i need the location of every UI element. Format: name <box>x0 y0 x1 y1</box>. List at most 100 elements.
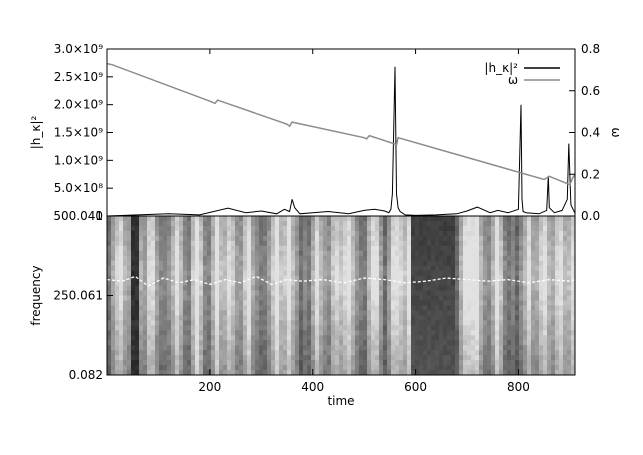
heatmap-cell <box>147 250 152 257</box>
heatmap-cell <box>499 330 504 336</box>
heatmap-cell <box>411 330 416 336</box>
heatmap-cell <box>135 290 140 296</box>
heatmap-cell <box>471 310 476 316</box>
heatmap-cell <box>287 295 292 301</box>
heatmap-cell <box>571 225 576 232</box>
heatmap-cell <box>283 330 288 336</box>
heatmap-cell <box>199 305 204 311</box>
heatmap-cell <box>207 355 212 361</box>
heatmap-cell <box>495 360 500 366</box>
heatmap-cell <box>487 225 492 232</box>
heatmap-cell <box>487 370 492 376</box>
heatmap-cell <box>247 365 252 371</box>
heatmap-cell <box>291 275 296 281</box>
heatmap-cell <box>375 280 380 286</box>
heatmap-cell <box>155 216 160 222</box>
heatmap-cell <box>535 360 540 366</box>
heatmap-cell <box>135 230 140 237</box>
heatmap-cell <box>203 315 208 321</box>
heatmap-cell <box>543 235 548 242</box>
heatmap-cell <box>135 225 140 232</box>
x-tick-label: 600 <box>404 380 427 394</box>
heatmap-cell <box>275 235 280 242</box>
heatmap-cell <box>375 360 380 366</box>
heatmap-cell <box>551 290 556 296</box>
heatmap-cell <box>355 240 360 247</box>
heatmap-cell <box>279 235 284 242</box>
heatmap-cell <box>543 275 548 281</box>
heatmap-cell <box>251 315 256 321</box>
heatmap-cell <box>547 360 552 366</box>
heatmap-cell <box>495 230 500 237</box>
heatmap-cell <box>151 365 156 371</box>
heatmap-cell <box>427 220 432 227</box>
heatmap-cell <box>499 275 504 281</box>
heatmap-cell <box>487 290 492 296</box>
heatmap-cell <box>391 335 396 341</box>
heatmap-cell <box>415 355 420 361</box>
heatmap-cell <box>311 350 316 356</box>
heatmap-cell <box>215 225 220 232</box>
heatmap-cell <box>511 245 516 252</box>
heatmap-cell <box>371 216 376 222</box>
heatmap-cell <box>427 290 432 296</box>
heatmap-cell <box>179 320 184 326</box>
heatmap-cell <box>415 245 420 252</box>
heatmap-cell <box>559 220 564 227</box>
heatmap-cell <box>391 220 396 227</box>
heatmap-cell <box>483 230 488 237</box>
heatmap-cell <box>435 290 440 296</box>
heatmap-cell <box>231 285 236 291</box>
heatmap-cell <box>311 240 316 247</box>
heatmap-cell <box>531 270 536 277</box>
heatmap-cell <box>487 260 492 267</box>
heatmap-cell <box>451 285 456 291</box>
heatmap-cell <box>151 360 156 366</box>
heatmap-cell <box>427 330 432 336</box>
heatmap-cell <box>391 230 396 237</box>
heatmap-cell <box>179 290 184 296</box>
heatmap-cell <box>159 240 164 247</box>
heatmap-cell <box>155 295 160 301</box>
heatmap-cell <box>415 350 420 356</box>
heatmap-cell <box>571 270 576 277</box>
heatmap-cell <box>463 360 468 366</box>
heatmap-cell <box>359 255 364 262</box>
heatmap-cell <box>279 335 284 341</box>
heatmap-cell <box>299 250 304 257</box>
heatmap-cell <box>239 325 244 331</box>
heatmap-cell <box>491 360 496 366</box>
heatmap-cell <box>307 330 312 336</box>
heatmap-cell <box>495 245 500 252</box>
heatmap-cell <box>175 275 180 281</box>
heatmap-cell <box>531 240 536 247</box>
heatmap-cell <box>555 335 560 341</box>
heatmap-cell <box>439 310 444 316</box>
heatmap-cell <box>211 345 216 351</box>
heatmap-cell <box>427 235 432 242</box>
heatmap-cell <box>295 310 300 316</box>
heatmap-cell <box>567 370 572 376</box>
heatmap-cell <box>439 265 444 272</box>
heatmap-cell <box>439 250 444 257</box>
heatmap-cell <box>415 330 420 336</box>
heatmap-cell <box>191 370 196 376</box>
heatmap-cell <box>415 320 420 326</box>
heatmap-cell <box>319 320 324 326</box>
heatmap-cell <box>383 305 388 311</box>
heatmap-cell <box>311 310 316 316</box>
heatmap-cell <box>523 310 528 316</box>
heatmap-cell <box>523 260 528 267</box>
heatmap-cell <box>487 325 492 331</box>
heatmap-cell <box>471 240 476 247</box>
heatmap-cell <box>311 320 316 326</box>
heatmap-cell <box>411 220 416 227</box>
heatmap-cell <box>123 300 128 306</box>
heatmap-cell <box>479 335 484 341</box>
heatmap-cell <box>367 300 372 306</box>
heatmap-cell <box>287 275 292 281</box>
heatmap-cell <box>323 260 328 267</box>
heatmap-cell <box>423 310 428 316</box>
heatmap-cell <box>363 325 368 331</box>
heatmap-cell <box>527 370 532 376</box>
